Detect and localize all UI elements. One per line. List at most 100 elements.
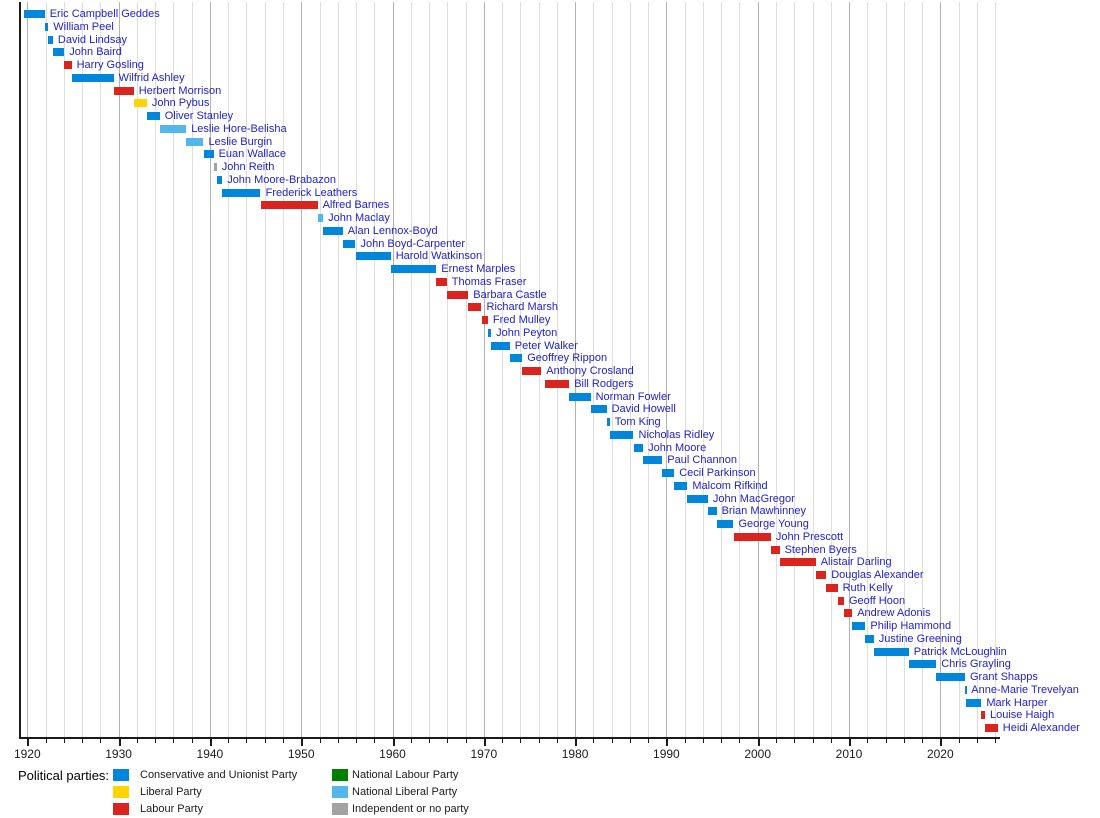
officeholder-name[interactable]: Ruth Kelly [842,581,893,594]
officeholder-name[interactable]: John Maclay [328,212,390,224]
term-bar [606,418,610,426]
term-bar [355,252,391,261]
officeholder-name[interactable]: Alistair Darling [820,556,892,569]
gridline [995,2,997,737]
minor-tick [155,739,157,743]
minor-tick [319,739,321,743]
officeholder-name[interactable]: John MacGregor [712,492,795,505]
officeholder-name[interactable]: Fred Mulley [492,314,551,326]
term-bar [509,354,523,363]
minor-tick [812,739,814,743]
officeholder-name[interactable]: John Prescott [775,530,844,543]
officeholder-name[interactable]: John Baird [69,46,122,59]
officeholder-name[interactable]: Geoffrey Rippon [527,352,608,365]
minor-tick [684,739,686,743]
officeholder-name[interactable]: John Boyd-Carpenter [360,237,466,250]
officeholder-name[interactable]: Alan Lennox-Boyd [347,224,438,237]
officeholder-name[interactable]: Peter Walker [514,339,578,352]
officeholder-name[interactable]: Louise Haigh [990,709,1055,722]
officeholder-name[interactable]: John Moore [648,441,707,454]
officeholder-name[interactable]: Geoff Hoon [849,594,906,607]
officeholder-name[interactable]: Anne-Marie Trevelyan [971,683,1079,696]
minor-tick [63,739,65,743]
major-tick [209,739,212,746]
major-tick [940,739,943,746]
officeholder-name[interactable]: Cecil Parkinson [679,467,756,479]
officeholder-name[interactable]: Oliver Stanley [164,110,234,122]
term-bar [48,35,53,44]
officeholder-name[interactable]: Barbara Castle [473,288,547,301]
gridline [976,2,978,737]
officeholder-name[interactable]: Douglas Alexander [831,569,924,581]
officeholder-name[interactable]: Grant Shapps [970,671,1038,683]
officeholder-name[interactable]: Alfred Barnes [322,199,390,212]
officeholder-name[interactable]: Nicholas Ridley [638,428,715,441]
term-bar [844,609,853,618]
officeholder-name[interactable]: William Peel [53,20,114,33]
term-bar [216,175,223,184]
officeholder-name[interactable]: Euan Wallace [218,148,287,161]
officeholder-name[interactable]: Norman Fowler [595,390,671,403]
term-bar [545,379,570,388]
minor-tick [228,739,230,743]
officeholder-name[interactable]: Harold Watkinson [395,250,483,263]
officeholder-name[interactable]: Thomas Fraser [451,275,527,288]
officeholder-name[interactable]: Justine Greening [878,632,962,645]
term-bar [317,214,324,222]
term-bar [261,201,318,210]
officeholder-name[interactable]: Eric Campbell Geddes [49,8,160,20]
officeholder-name[interactable]: Patrick McLoughlin [913,645,1007,658]
gridline [264,2,266,737]
officeholder-name[interactable]: Malcom Rifkind [692,479,768,492]
officeholder-name[interactable]: Stephen Byers [784,543,857,556]
officeholder-name[interactable]: John Moore-Brabazon [227,173,337,186]
minor-tick [776,739,777,743]
decade-gridline [940,2,942,737]
officeholder-name[interactable]: John Peyton [496,326,558,339]
minor-tick [721,739,723,743]
officeholder-name[interactable]: Brian Mawhinney [721,505,806,518]
officeholder-name[interactable]: Andrew Adonis [857,607,931,620]
officeholder-name[interactable]: David Howell [611,403,676,416]
officeholder-name[interactable]: Philip Hammond [870,620,952,632]
officeholder-name[interactable]: Richard Marsh [486,301,559,314]
gridline [593,2,595,737]
officeholder-name[interactable]: Chris Grayling [941,658,1011,671]
officeholder-name[interactable]: Heidi Alexander [1002,722,1080,734]
officeholder-name[interactable]: Herbert Morrison [138,84,222,97]
officeholder-name[interactable]: Harry Gosling [76,59,144,71]
major-tick [666,739,669,746]
officeholder-name[interactable]: Leslie Burgin [208,135,273,148]
gridline [228,2,230,737]
gridline [702,2,704,737]
officeholder-name[interactable]: Frederick Leathers [265,186,358,199]
officeholder-name[interactable]: Wilfrid Ashley [118,71,185,84]
minor-tick [410,739,412,743]
officeholder-name[interactable]: John Pybus [151,97,210,110]
x-tick-label: 1970 [470,747,498,761]
gridline [447,2,449,737]
officeholder-name[interactable]: Ernest Marples [441,263,516,275]
decade-gridline [849,2,850,737]
officeholder-name[interactable]: David Lindsay [57,33,127,46]
officeholder-name[interactable]: Leslie Hore-Belisha [191,122,287,135]
legend-label-conservative: Conservative and Unionist Party [140,769,298,781]
officeholder-name[interactable]: George Young [738,518,809,530]
term-bar [64,61,72,69]
gridline [173,2,175,737]
minor-tick [922,739,923,743]
officeholder-name[interactable]: Bill Rodgers [574,377,634,390]
decade-gridline [757,2,759,737]
gridline [794,2,796,737]
officeholder-name[interactable]: Anthony Crosland [546,365,634,377]
officeholder-name[interactable]: John Reith [221,161,275,173]
gridline [136,2,138,737]
officeholder-name[interactable]: Tom King [614,416,661,428]
decade-gridline [301,2,303,737]
officeholder-name[interactable]: Mark Harper [986,696,1048,709]
officeholder-name[interactable]: Paul Channon [667,454,738,467]
minor-tick [100,739,102,743]
term-bar [159,124,187,133]
decade-gridline [392,2,394,737]
